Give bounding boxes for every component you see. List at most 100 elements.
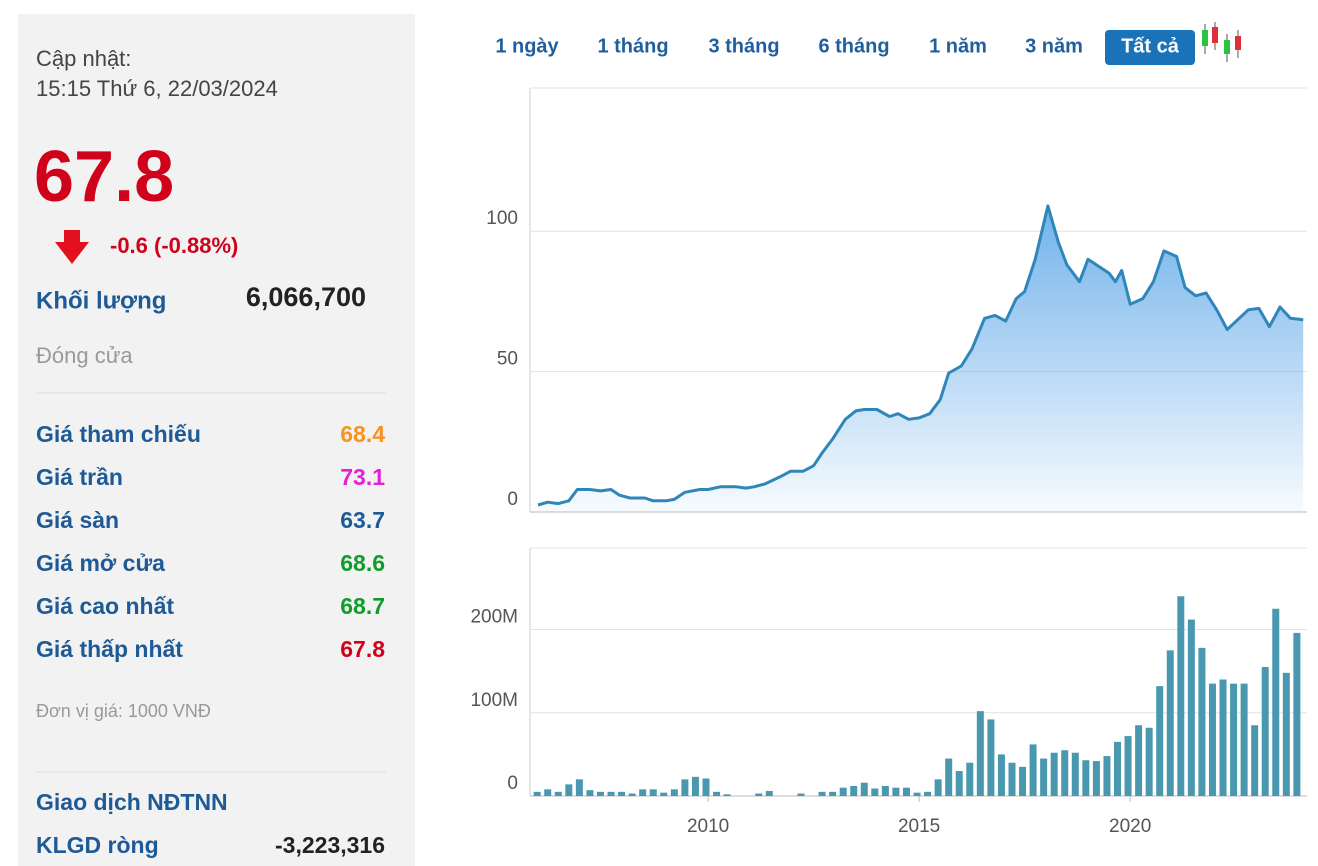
volume-bar (966, 762, 974, 796)
volume-bar (649, 789, 657, 796)
volume-bar (1272, 608, 1280, 796)
volume-bar (691, 776, 699, 796)
volume-bar (1261, 667, 1269, 796)
y-tick-label: 200M (470, 607, 518, 628)
y-tick-label: 100M (470, 690, 518, 711)
volume-bar (628, 793, 636, 796)
volume-bar (723, 794, 731, 796)
tab[interactable]: 3 năm (1025, 35, 1083, 57)
volume-bar (765, 791, 773, 796)
volume-bar (1050, 752, 1058, 796)
volume-bar (639, 789, 647, 796)
row-value: 67.8 (340, 636, 385, 662)
volume-bar (596, 791, 604, 796)
price: 67.8 (34, 137, 174, 217)
volume-bar (987, 719, 995, 796)
volume-bar (829, 791, 837, 796)
volume-bar (1071, 752, 1079, 796)
row-label: Giá cao nhất (36, 593, 174, 619)
tab[interactable]: 3 tháng (708, 35, 779, 57)
net-value: -3,223,316 (275, 832, 385, 858)
volume-bar (565, 784, 573, 796)
volume-bar (586, 790, 594, 796)
volume-bar (1145, 727, 1153, 796)
update-label: Cập nhật: (36, 46, 131, 71)
volume-bar (1230, 683, 1238, 796)
volume-value: 6,066,700 (246, 282, 366, 312)
volume-bar (1103, 756, 1111, 796)
update-time: 15:15 Thứ 6, 22/03/2024 (36, 76, 278, 101)
row-value: 73.1 (340, 464, 385, 490)
volume-bar (1166, 650, 1174, 796)
volume-bar (850, 786, 858, 796)
unit-note: Đơn vị giá: 1000 VNĐ (36, 701, 211, 721)
net-label: KLGD ròng (36, 832, 159, 858)
volume-bar (902, 787, 910, 796)
volume-bar (1282, 672, 1290, 796)
volume-bar (955, 771, 963, 796)
volume-bar (702, 778, 710, 796)
volume-bar (871, 788, 879, 796)
tab-bg (1105, 30, 1195, 65)
volume-bar (839, 787, 847, 796)
volume-bar (1293, 632, 1301, 796)
down-arrow (55, 230, 89, 264)
volume-bar (1156, 686, 1164, 796)
row-label: Giá tham chiếu (36, 421, 201, 447)
row-label: Giá sàn (36, 507, 119, 533)
x-tick-label: 2020 (1109, 816, 1151, 837)
tab[interactable]: 1 năm (929, 35, 987, 57)
volume-bar (1198, 647, 1206, 796)
price-line (537, 204, 1304, 507)
x-tick-label: 2010 (687, 816, 729, 837)
row-value: 63.7 (340, 507, 385, 533)
volume-bar (818, 791, 826, 796)
row-value: 68.7 (340, 593, 385, 619)
y-tick-label: 0 (507, 773, 518, 794)
info-panel (18, 14, 415, 866)
volume-bar (618, 791, 626, 796)
row-label: Giá trần (36, 464, 123, 490)
y-tick-label: 0 (507, 489, 518, 510)
y-tick-label: 50 (497, 349, 518, 370)
volume-bar (533, 791, 541, 796)
volume-bar (797, 793, 805, 796)
area-fill (538, 205, 1304, 512)
volume-bar (1208, 683, 1216, 796)
x-tick-label: 2015 (898, 816, 940, 837)
volume-bar (924, 791, 932, 796)
row-label: Giá thấp nhất (36, 636, 183, 662)
volume-bar (1187, 619, 1195, 796)
volume-bar (913, 792, 921, 796)
volume-label: Khối lượng (36, 287, 166, 314)
volume-bar (681, 779, 689, 796)
foreign-title: Giao dịch NĐTNN (36, 789, 228, 815)
y-tick-label: 100 (486, 208, 518, 229)
volume-bar (860, 782, 868, 796)
volume-bar (997, 754, 1005, 796)
tab[interactable]: 1 ngày (495, 35, 559, 57)
volume-bar (554, 791, 562, 796)
volume-bar (1008, 762, 1016, 796)
volume-bar (755, 793, 763, 796)
volume-bar (881, 786, 889, 796)
volume-bar (1092, 761, 1100, 796)
volume-bar (713, 791, 721, 796)
price-change: -0.6 (-0.88%) (110, 233, 238, 258)
row-value: 68.4 (340, 421, 385, 447)
volume-bar (1219, 679, 1227, 796)
volume-bar (1240, 683, 1248, 796)
volume-bar (607, 791, 615, 796)
tab[interactable]: 6 tháng (818, 35, 889, 57)
status: Đóng cửa (36, 343, 133, 368)
volume-bar (892, 787, 900, 796)
tab[interactable]: Tất cả (1121, 35, 1180, 57)
volume-bar (934, 779, 942, 796)
volume-bar (575, 779, 583, 796)
volume-bar (1113, 741, 1121, 796)
tab[interactable]: 1 tháng (597, 35, 668, 57)
volume-bar (1061, 750, 1069, 796)
volume-bar (976, 711, 984, 796)
